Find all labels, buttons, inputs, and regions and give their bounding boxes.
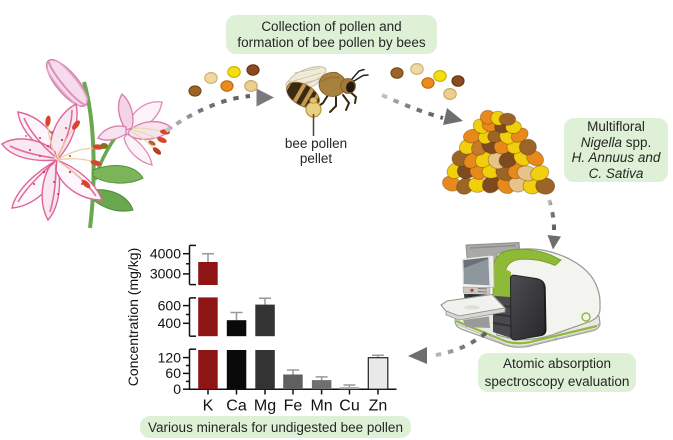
svg-text:60: 60 bbox=[165, 365, 181, 381]
svg-text:0: 0 bbox=[173, 381, 181, 397]
svg-text:400: 400 bbox=[158, 315, 182, 331]
svg-text:Ca: Ca bbox=[226, 398, 247, 415]
svg-text:Concentration (mg/kg): Concentration (mg/kg) bbox=[125, 248, 141, 387]
svg-text:K: K bbox=[203, 398, 214, 415]
svg-text:Fe: Fe bbox=[284, 398, 303, 415]
svg-text:600: 600 bbox=[158, 297, 182, 313]
svg-text:Zn: Zn bbox=[369, 398, 388, 415]
svg-text:4000: 4000 bbox=[150, 246, 181, 262]
svg-text:Mg: Mg bbox=[254, 398, 276, 415]
svg-text:3000: 3000 bbox=[150, 266, 181, 282]
svg-text:120: 120 bbox=[158, 349, 182, 365]
svg-text:Mn: Mn bbox=[310, 398, 332, 415]
svg-text:Cu: Cu bbox=[339, 398, 359, 415]
